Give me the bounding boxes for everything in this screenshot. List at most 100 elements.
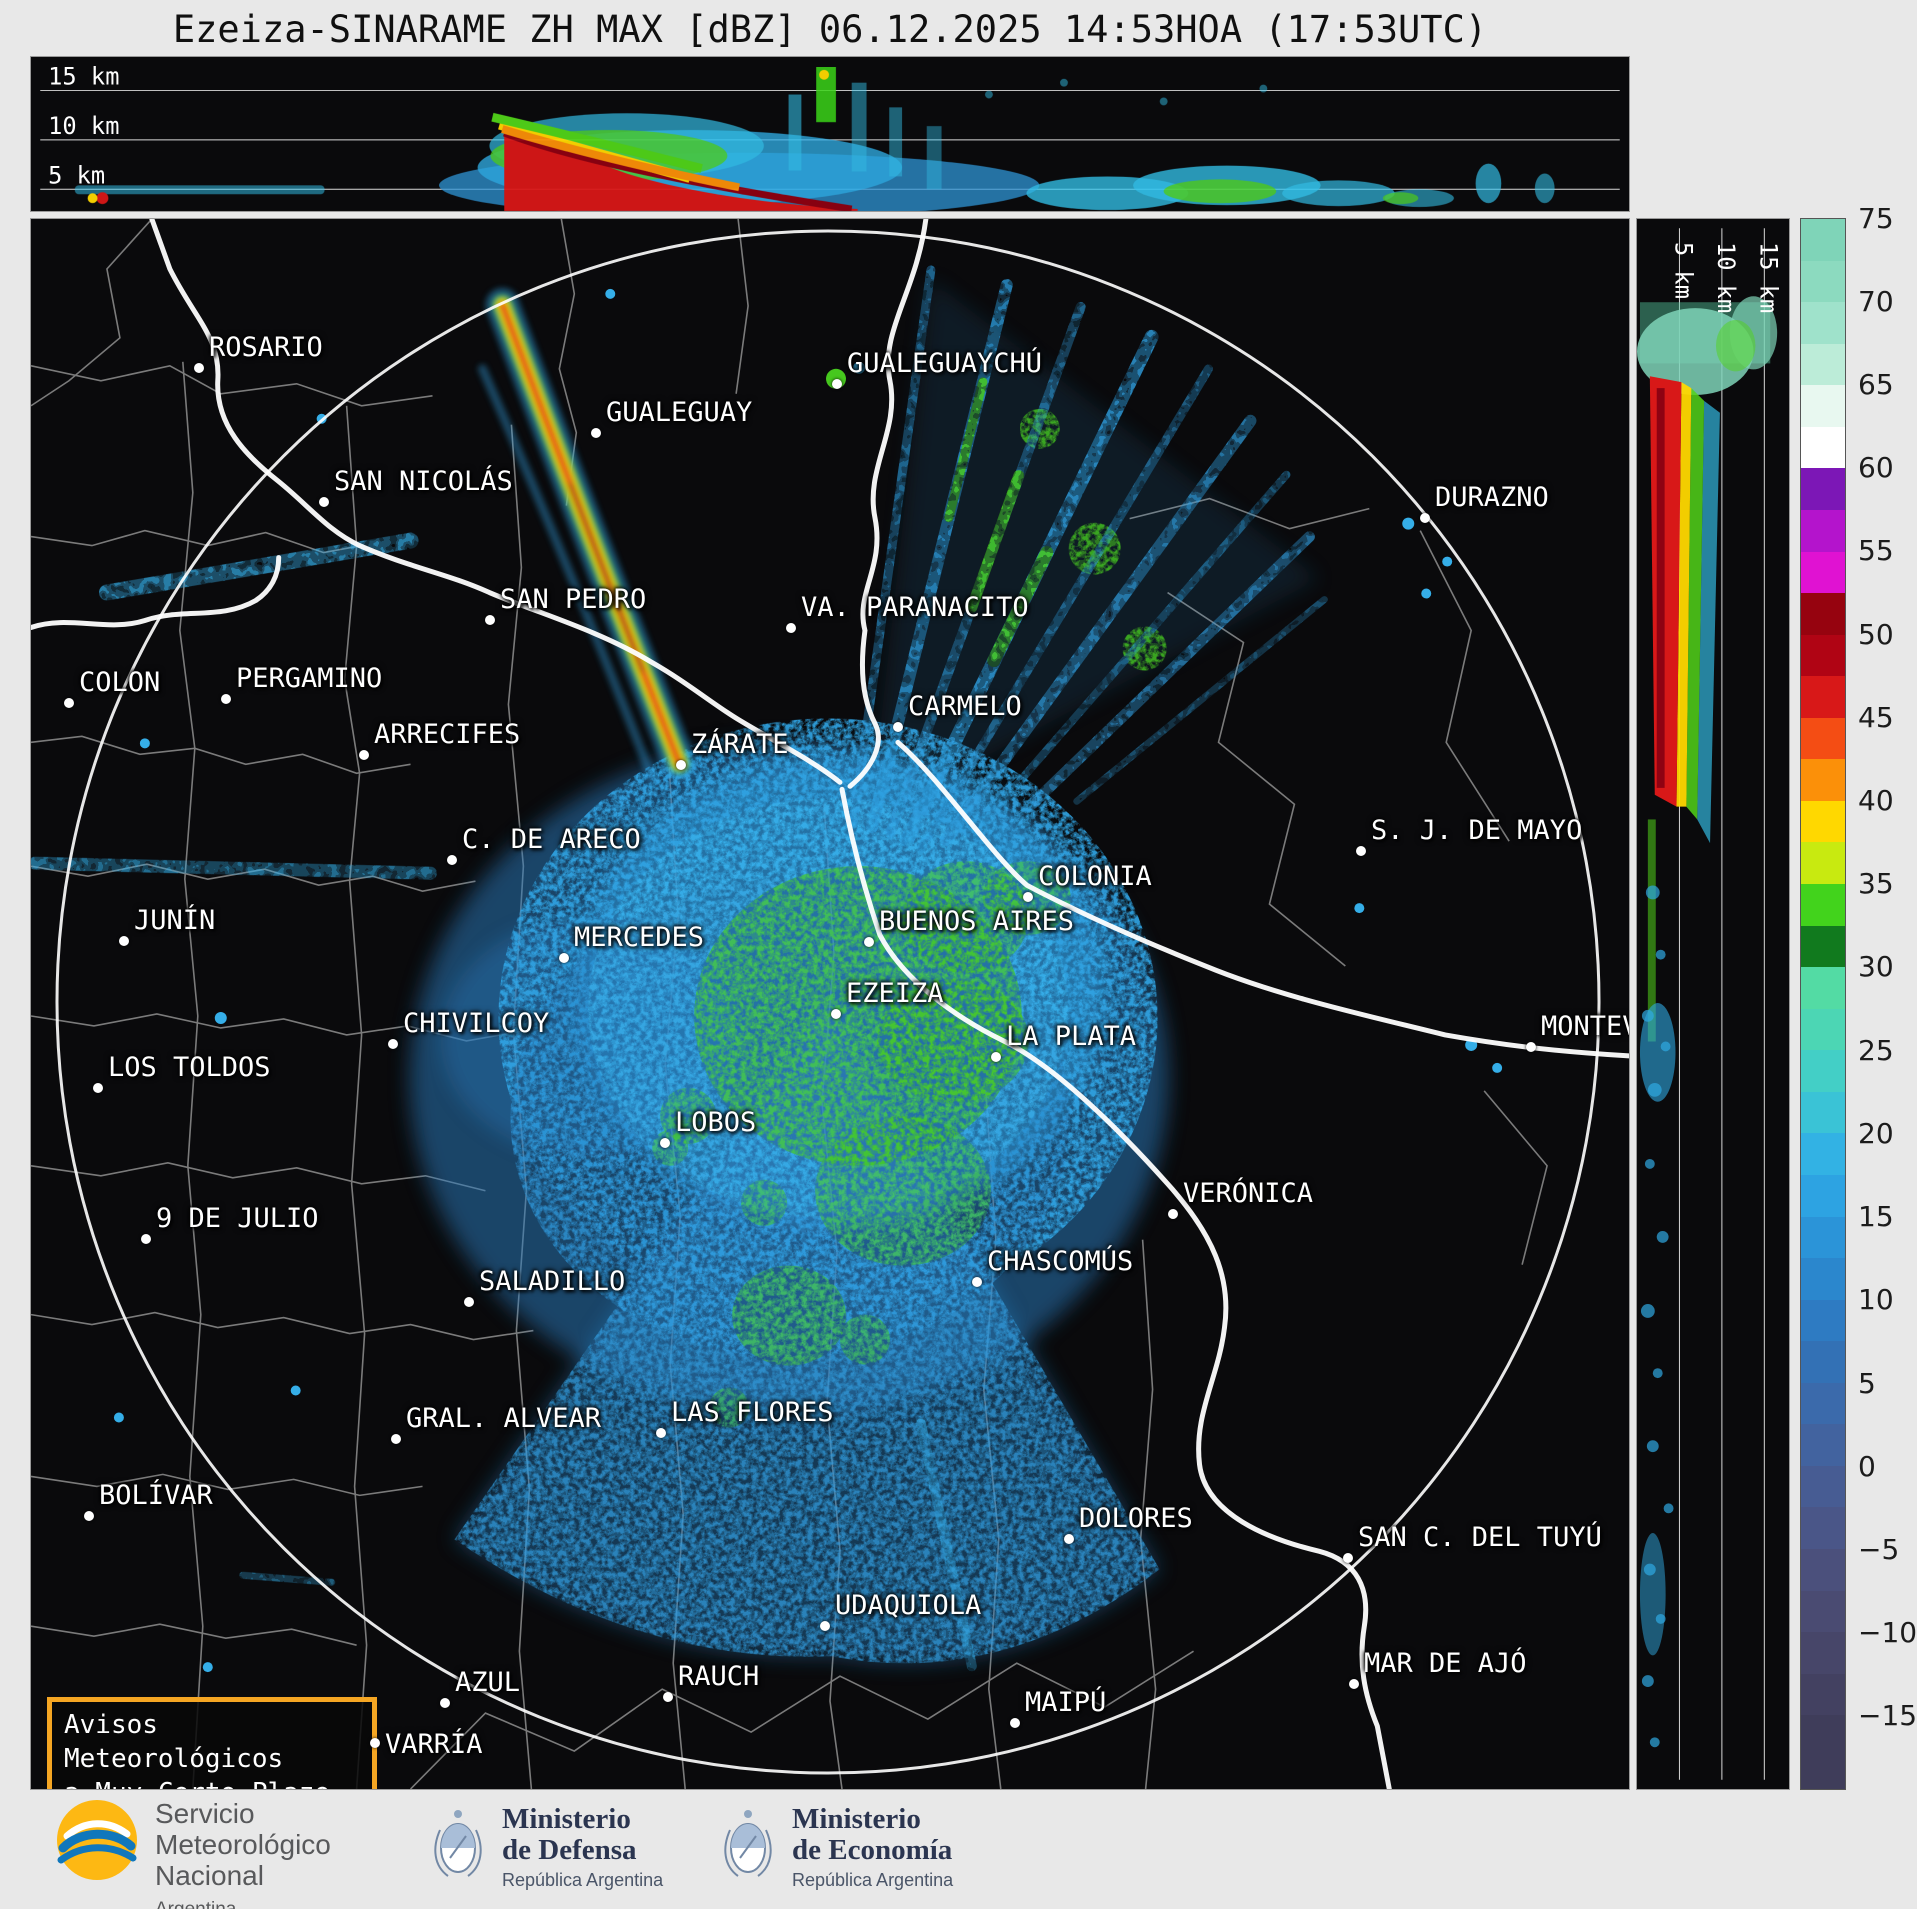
city-label: RAUCH (678, 1661, 760, 1692)
city-label: SALADILLO (479, 1266, 626, 1297)
colorbar-band (1801, 1382, 1845, 1425)
city-label: MERCEDES (574, 922, 705, 953)
city-markers-layer: ROSARIO GUALEGUAYCHÚ GUALEGUAY SAN NICOL… (31, 219, 1629, 1789)
colorbar-band (1801, 1008, 1845, 1051)
smn-name-line2: Meteorológico (155, 1829, 331, 1860)
city-dot (786, 623, 796, 633)
smn-logo (57, 1800, 137, 1880)
city-dot (864, 937, 874, 947)
city-dot (319, 497, 329, 507)
city-label: VERÓNICA (1183, 1178, 1314, 1209)
city-dot (221, 694, 231, 704)
cross-section-top-panel: 15 km 10 km 5 km (30, 56, 1630, 218)
city-dot (1064, 1534, 1074, 1544)
city-dot (1010, 1718, 1020, 1728)
echo-texture (454, 408, 1167, 1664)
colorbar-band (1801, 1549, 1845, 1591)
ministerio-economia-branding: Ministerio de Economía República Argenti… (720, 1804, 953, 1891)
city-dot (485, 615, 495, 625)
colorbar-band (1801, 1216, 1845, 1259)
colorbar-band (1801, 676, 1845, 718)
city-dot (991, 1052, 1001, 1062)
city-label: UDAQUIOLA (835, 1590, 982, 1621)
label-10km: 10 km (48, 112, 119, 140)
radar-map-panel: Avisos Meteorológicos a Muy Corto Plazo … (30, 218, 1630, 1790)
colorbar-band (1801, 800, 1845, 843)
city-dot (660, 1138, 670, 1148)
defensa-subtitle: República Argentina (502, 1870, 664, 1890)
echoes-top (74, 66, 1555, 218)
city-label: S. J. DE MAYO (1371, 815, 1583, 846)
colorbar-band (1801, 593, 1845, 635)
coat-of-arms-defensa-icon (434, 1810, 482, 1877)
city-dot (93, 1083, 103, 1093)
city-dot (64, 698, 74, 708)
city-dot (447, 855, 457, 865)
city-label: MAIPÚ (1025, 1687, 1107, 1718)
city-label: MONTEV (1541, 1011, 1630, 1042)
city-label: C. DE ARECO (462, 824, 641, 855)
city-dot (1343, 1553, 1353, 1563)
label-5km: 5 km (48, 161, 105, 189)
smn-branding: Servicio Meteorológico Nacional Argentin… (55, 1798, 331, 1909)
smn-name-line3: Nacional (155, 1860, 264, 1891)
city-dot (893, 722, 903, 732)
city-label: COLONIA (1038, 861, 1152, 892)
city-label: GUALEGUAYCHÚ (847, 348, 1043, 379)
echo-spokes (31, 265, 1328, 1672)
colorbar-band (1801, 302, 1845, 344)
coat-of-arms-economia-icon (724, 1810, 772, 1877)
city-dot (141, 1234, 151, 1244)
colorbar-band (1801, 967, 1845, 1009)
advisory-box: Avisos Meteorológicos a Muy Corto Plazo (47, 1697, 377, 1789)
colorbar-band (1801, 1715, 1845, 1790)
city-label: CHASCOMÚS (987, 1246, 1134, 1277)
colorbar-band (1801, 343, 1845, 386)
city-label: DURAZNO (1435, 482, 1549, 513)
label-15km: 15 km (1754, 242, 1782, 313)
city-dot (1356, 846, 1366, 856)
height-labels: 15 km 10 km 5 km (48, 63, 119, 190)
echoes-right (1637, 296, 1778, 1748)
economia-line2: de Economía (792, 1834, 953, 1866)
colorbar-band (1801, 426, 1845, 469)
city-label: AZUL (455, 1667, 521, 1698)
city-label: COLON (79, 667, 161, 698)
city-label: ROSARIO (209, 332, 323, 363)
colorbar-band (1801, 884, 1845, 926)
city-label: ZÁRATE (691, 729, 789, 760)
city-dot (391, 1434, 401, 1444)
label-10km: 10 km (1712, 242, 1740, 313)
colorbar-band (1801, 1590, 1845, 1633)
city-label: ARRECIFES (374, 719, 521, 750)
city-label: EZEIZA (846, 978, 944, 1009)
economia-subtitle: República Argentina (792, 1870, 954, 1890)
colorbar-band (1801, 634, 1845, 677)
nw-storm-streak (477, 287, 697, 783)
colorbar-tick-labels: 75 70 65 60 55 50 45 40 35 30 25 20 15 10 5 0 −5 −10 −15 (1858, 201, 1917, 1733)
city-dot (1349, 1679, 1359, 1689)
colorbar-band (1801, 1258, 1845, 1300)
city-label: LA PLATA (1006, 1021, 1137, 1052)
advisory-line-2: a Muy Corto Plazo (64, 1776, 360, 1789)
colorbar-band (1801, 1341, 1845, 1383)
radar-map-canvas (31, 219, 1629, 1789)
city-label: SAN NICOLÁS (334, 466, 513, 497)
city-label: BUENOS AIRES (879, 906, 1075, 937)
city-dot (559, 953, 569, 963)
colorbar-band (1801, 1174, 1845, 1217)
city-dot (1168, 1209, 1178, 1219)
colorbar-band (1801, 925, 1845, 968)
page-title: Ezeiza-SINARAME ZH MAX [dBZ] 06.12.2025 … (172, 8, 1488, 51)
defensa-line1: Ministerio (502, 1803, 631, 1835)
city-dot (820, 1621, 830, 1631)
colorbar-band (1801, 1133, 1845, 1175)
city-label: MAR DE AJÓ (1364, 1648, 1527, 1679)
city-dot (1420, 513, 1430, 523)
label-5km: 5 km (1669, 242, 1697, 299)
colorbar-band (1801, 1673, 1845, 1716)
city-dot (676, 760, 686, 770)
colorbar-band (1801, 385, 1845, 427)
reflectivity-colorbar: 75 70 65 60 55 50 45 40 35 30 25 20 15 10 5 0 −5 −10 −15 (1800, 201, 1917, 1790)
